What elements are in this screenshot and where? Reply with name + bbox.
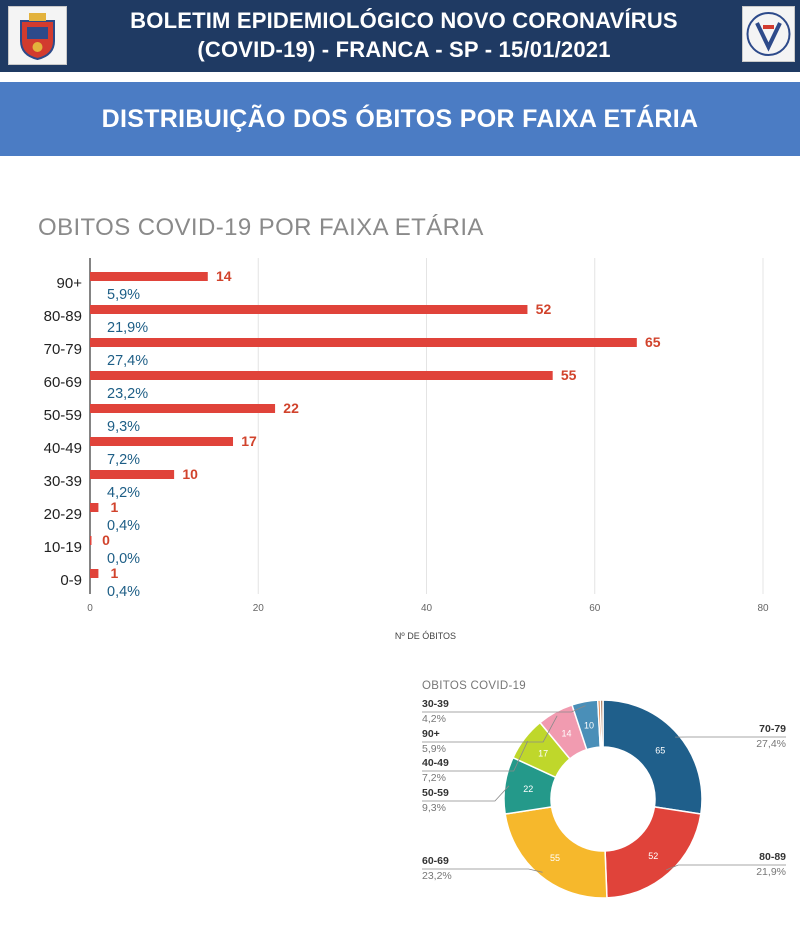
- bar: [90, 437, 234, 446]
- bar-value-label: 14: [216, 268, 232, 284]
- donut-legend-percent: 27,4%: [756, 738, 786, 750]
- category-label: 20-29: [44, 506, 82, 523]
- donut-legend-label: 80-89: [759, 851, 786, 863]
- bulletin-title-line1: BOLETIM EPIDEMIOLÓGICO NOVO CORONAVÍRUS: [130, 8, 678, 33]
- donut-legend-label: 40-49: [422, 757, 449, 769]
- donut-slice-value: 55: [550, 853, 560, 863]
- bar-percent-label: 21,9%: [107, 320, 148, 336]
- bulletin-title: BOLETIM EPIDEMIOLÓGICO NOVO CORONAVÍRUS …: [70, 6, 738, 64]
- bar-value-label: 55: [561, 367, 577, 383]
- donut-legend-percent: 23,2%: [422, 870, 452, 882]
- donut-legend-label: 60-69: [422, 855, 449, 867]
- donut-leader-line: [422, 868, 543, 873]
- donut-slice-value: 52: [648, 851, 658, 861]
- x-tick-label: 60: [589, 603, 601, 614]
- bar-percent-label: 27,4%: [107, 353, 148, 369]
- donut-legend-label: 30-39: [422, 698, 449, 710]
- bar-value-label: 65: [645, 334, 661, 350]
- donut-leader-line: [666, 864, 786, 871]
- bar: [90, 503, 99, 512]
- donut-chart: 65 52 55 22 17 14 10 70-79 27,4% 80-89 21,9% 60-69 2…: [422, 698, 786, 899]
- bar: [90, 305, 528, 314]
- bar-percent-label: 4,2%: [107, 485, 140, 501]
- category-label: 0-9: [60, 572, 82, 589]
- bar-percent-label: 5,9%: [107, 287, 140, 303]
- donut-legend-percent: 7,2%: [422, 772, 446, 784]
- donut-legend-percent: 5,9%: [422, 743, 446, 755]
- donut-chart-title: OBITOS COVID-19: [422, 680, 526, 692]
- bar-value-label: 10: [182, 466, 198, 482]
- donut-slice: [504, 806, 608, 899]
- donut-leader-line: [422, 715, 558, 743]
- category-label: 60-69: [44, 374, 82, 391]
- bar: [90, 371, 553, 380]
- category-label: 70-79: [44, 341, 82, 358]
- donut-legend-percent: 21,9%: [756, 866, 786, 878]
- bar-value-label: 1: [111, 499, 119, 515]
- section-band: [0, 82, 800, 156]
- bar-percent-label: 0,4%: [107, 518, 140, 534]
- x-tick-label: 20: [253, 603, 265, 614]
- category-label: 90+: [57, 275, 83, 292]
- header-bar: [0, 0, 800, 72]
- donut-slice: [604, 806, 702, 899]
- bar-chart: 0 20 40 60 80 Nº DE ÓBITOS 90+ 14 5,9% 80-89 52 21,…: [44, 258, 769, 641]
- bar-chart-title: OBITOS COVID-19 POR FAIXA ETÁRIA: [38, 214, 484, 241]
- bar-value-label: 0: [102, 532, 110, 548]
- donut-legend-label: 70-79: [759, 723, 786, 735]
- donut-legend-percent: 9,3%: [422, 802, 446, 814]
- bar-percent-label: 0,0%: [107, 551, 140, 567]
- bar: [90, 338, 637, 347]
- health-surveillance-logo: [742, 6, 795, 62]
- bar-value-label: 17: [241, 433, 257, 449]
- x-tick-label: 0: [87, 603, 93, 614]
- donut-leader-line: [422, 785, 510, 802]
- x-axis-title: Nº DE ÓBITOS: [395, 631, 456, 641]
- bar-percent-label: 23,2%: [107, 386, 148, 402]
- x-tick-label: 40: [421, 603, 433, 614]
- bar-percent-label: 9,3%: [107, 419, 140, 435]
- x-tick-label: 80: [757, 603, 769, 614]
- bar-value-label: 22: [283, 400, 299, 416]
- category-label: 50-59: [44, 407, 82, 424]
- category-label: 40-49: [44, 440, 82, 457]
- donut-slice: [602, 699, 703, 815]
- bulletin-title-line2: (COVID-19) - FRANCA - SP - 15/01/2021: [197, 37, 611, 62]
- donut-legend-label: 90+: [422, 728, 440, 740]
- donut-slice: [599, 699, 604, 748]
- bar-percent-label: 0,4%: [107, 584, 140, 600]
- category-label: 30-39: [44, 473, 82, 490]
- donut-leader-line: [422, 705, 586, 713]
- donut-legend-percent: 4,2%: [422, 713, 446, 725]
- category-label: 10-19: [44, 539, 82, 556]
- bar: [90, 470, 175, 479]
- donut-slice-value: 17: [538, 748, 548, 758]
- bar: [90, 536, 92, 545]
- bar-percent-label: 7,2%: [107, 452, 140, 468]
- donut-slice-value: 65: [655, 745, 665, 755]
- donut-slice-value: 14: [562, 728, 572, 738]
- category-label: 80-89: [44, 308, 82, 325]
- section-title: DISTRIBUIÇÃO DOS ÓBITOS POR FAIXA ETÁRIA: [101, 105, 699, 133]
- bar: [90, 272, 208, 281]
- donut-legend-label: 50-59: [422, 787, 449, 799]
- donut-slice-value: 22: [523, 784, 533, 794]
- bar-value-label: 1: [111, 565, 119, 581]
- donut-slice-value: 10: [584, 720, 594, 730]
- bar: [90, 569, 99, 578]
- bar-value-label: 52: [536, 301, 552, 317]
- bar: [90, 404, 276, 413]
- donut-leader-line: [422, 740, 529, 772]
- city-coat-of-arms-logo: [8, 6, 67, 65]
